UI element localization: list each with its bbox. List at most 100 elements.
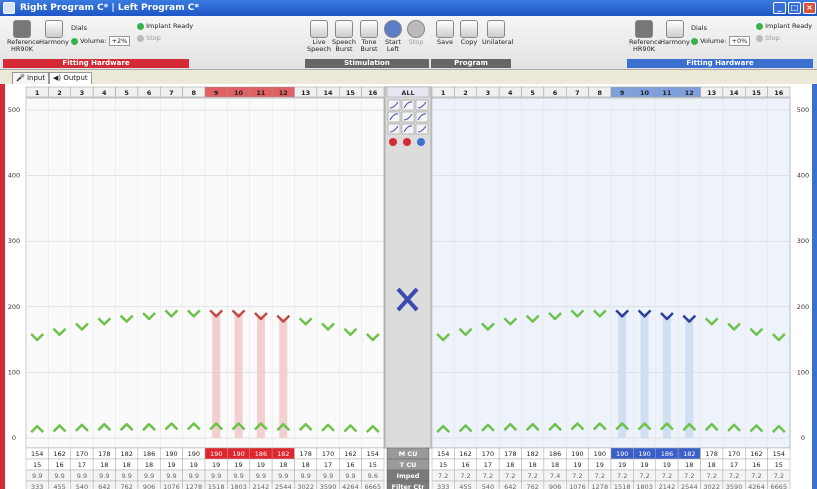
t-level-marker[interactable]: [503, 422, 518, 432]
m-level-marker[interactable]: [142, 312, 156, 321]
m-level-marker[interactable]: [343, 327, 358, 336]
m-level-marker[interactable]: [503, 317, 518, 326]
curve-up-button[interactable]: [387, 99, 401, 111]
t-level-marker[interactable]: [615, 422, 630, 431]
t-level-marker[interactable]: [231, 422, 246, 431]
m-level-marker[interactable]: [231, 309, 246, 318]
m-level-marker[interactable]: [749, 327, 764, 336]
m-level-marker[interactable]: [164, 309, 179, 318]
m-level-marker[interactable]: [97, 317, 112, 326]
m-level-marker[interactable]: [30, 333, 45, 342]
unilateral-button[interactable]: Unilateral: [482, 20, 513, 46]
t-level-marker[interactable]: [436, 424, 451, 434]
all-channels-button[interactable]: [386, 86, 430, 98]
t-level-marker[interactable]: [97, 422, 112, 432]
m-level-marker[interactable]: [525, 314, 540, 323]
t-level-marker[interactable]: [186, 422, 201, 431]
t-level-marker[interactable]: [52, 424, 67, 433]
t-level-marker[interactable]: [365, 424, 380, 434]
curve-peak-button[interactable]: [401, 99, 415, 111]
left-volume-value[interactable]: +2%: [108, 36, 131, 46]
curve-rise-button[interactable]: [415, 123, 429, 135]
right-reference-button[interactable]: Reference HR90K: [629, 20, 662, 53]
t-level-marker[interactable]: [592, 422, 607, 431]
t-level-marker[interactable]: [570, 422, 585, 431]
line-flat-button[interactable]: [401, 111, 415, 123]
left-harmony-button[interactable]: Harmony: [39, 20, 69, 46]
maximize-button[interactable]: □: [788, 2, 801, 14]
save-button[interactable]: Save: [433, 20, 457, 46]
m-level-marker[interactable]: [365, 333, 380, 342]
t-level-marker[interactable]: [458, 424, 473, 433]
m-level-marker[interactable]: [254, 312, 268, 321]
t-level-marker[interactable]: [749, 424, 764, 433]
m-level-marker[interactable]: [186, 309, 201, 318]
lock-icon[interactable]: [417, 138, 425, 146]
t-level-marker[interactable]: [119, 422, 134, 432]
t-level-marker[interactable]: [75, 423, 89, 432]
t-level-marker[interactable]: [771, 424, 786, 434]
right-volume-control[interactable]: Volume: +0%: [691, 36, 751, 46]
m-level-marker[interactable]: [637, 309, 652, 318]
line-slope-button[interactable]: [387, 111, 401, 123]
copy-button[interactable]: Copy: [457, 20, 481, 46]
line-slope2-button[interactable]: [415, 111, 429, 123]
channel-header-16[interactable]: [361, 86, 385, 98]
right-stop-button[interactable]: Stop: [756, 34, 780, 42]
m-level-marker[interactable]: [548, 312, 562, 321]
t-level-marker[interactable]: [30, 424, 45, 434]
m-level-marker[interactable]: [615, 309, 630, 318]
t-level-marker[interactable]: [343, 424, 358, 433]
right-harmony-button[interactable]: Harmony: [660, 20, 690, 46]
curve-down-button[interactable]: [415, 99, 429, 111]
t-level-marker[interactable]: [481, 423, 495, 432]
live-speech-button[interactable]: Live Speech: [307, 20, 331, 53]
channel-header-16[interactable]: [767, 86, 791, 98]
m-level-marker[interactable]: [298, 317, 313, 326]
t-level-marker[interactable]: [298, 422, 313, 432]
m-level-marker[interactable]: [119, 314, 134, 323]
t-level-marker[interactable]: [548, 422, 562, 432]
m-level-marker[interactable]: [458, 327, 473, 336]
m-level-marker[interactable]: [481, 322, 495, 331]
m-level-marker[interactable]: [660, 312, 674, 321]
t-level-marker[interactable]: [525, 422, 540, 432]
t-level-marker[interactable]: [637, 422, 652, 431]
t-level-marker[interactable]: [254, 422, 268, 431]
t-level-marker[interactable]: [142, 422, 156, 432]
t-level-marker[interactable]: [321, 423, 335, 432]
m-level-marker[interactable]: [75, 322, 89, 331]
m-level-marker[interactable]: [436, 333, 451, 342]
t-level-marker[interactable]: [682, 422, 697, 432]
speech-burst-button[interactable]: Speech Burst: [332, 20, 356, 53]
t-level-marker[interactable]: [209, 422, 224, 431]
curve-arc-button[interactable]: [401, 123, 415, 135]
m-level-marker[interactable]: [52, 327, 67, 336]
tab-input[interactable]: 🎤 Input: [12, 72, 50, 84]
minimize-button[interactable]: _: [773, 2, 786, 14]
mute-icon[interactable]: [403, 138, 411, 146]
t-level-marker[interactable]: [660, 422, 674, 431]
t-level-marker[interactable]: [164, 422, 179, 431]
m-level-marker[interactable]: [771, 333, 786, 342]
t-level-marker[interactable]: [704, 422, 719, 432]
start-left-button[interactable]: Start Left: [382, 20, 404, 53]
m-level-marker[interactable]: [276, 314, 291, 323]
m-level-marker[interactable]: [570, 309, 585, 318]
reset-icon[interactable]: [389, 138, 397, 146]
t-level-marker[interactable]: [727, 423, 741, 432]
tone-burst-button[interactable]: Tone Burst: [357, 20, 381, 53]
tab-output[interactable]: ◀) Output: [49, 72, 92, 84]
left-volume-control[interactable]: Volume: +2%: [71, 36, 131, 46]
stop-stim-button[interactable]: Stop: [405, 20, 427, 46]
left-stop-button[interactable]: Stop: [137, 34, 161, 42]
m-level-marker[interactable]: [209, 309, 224, 318]
t-level-marker[interactable]: [276, 422, 291, 432]
m-level-marker[interactable]: [727, 322, 741, 331]
m-level-marker[interactable]: [321, 322, 335, 331]
curve-dip-button[interactable]: [387, 123, 401, 135]
right-volume-value[interactable]: +0%: [728, 36, 751, 46]
m-level-marker[interactable]: [592, 309, 607, 318]
left-reference-button[interactable]: Reference HR90K: [7, 20, 40, 53]
m-level-marker[interactable]: [704, 317, 719, 326]
